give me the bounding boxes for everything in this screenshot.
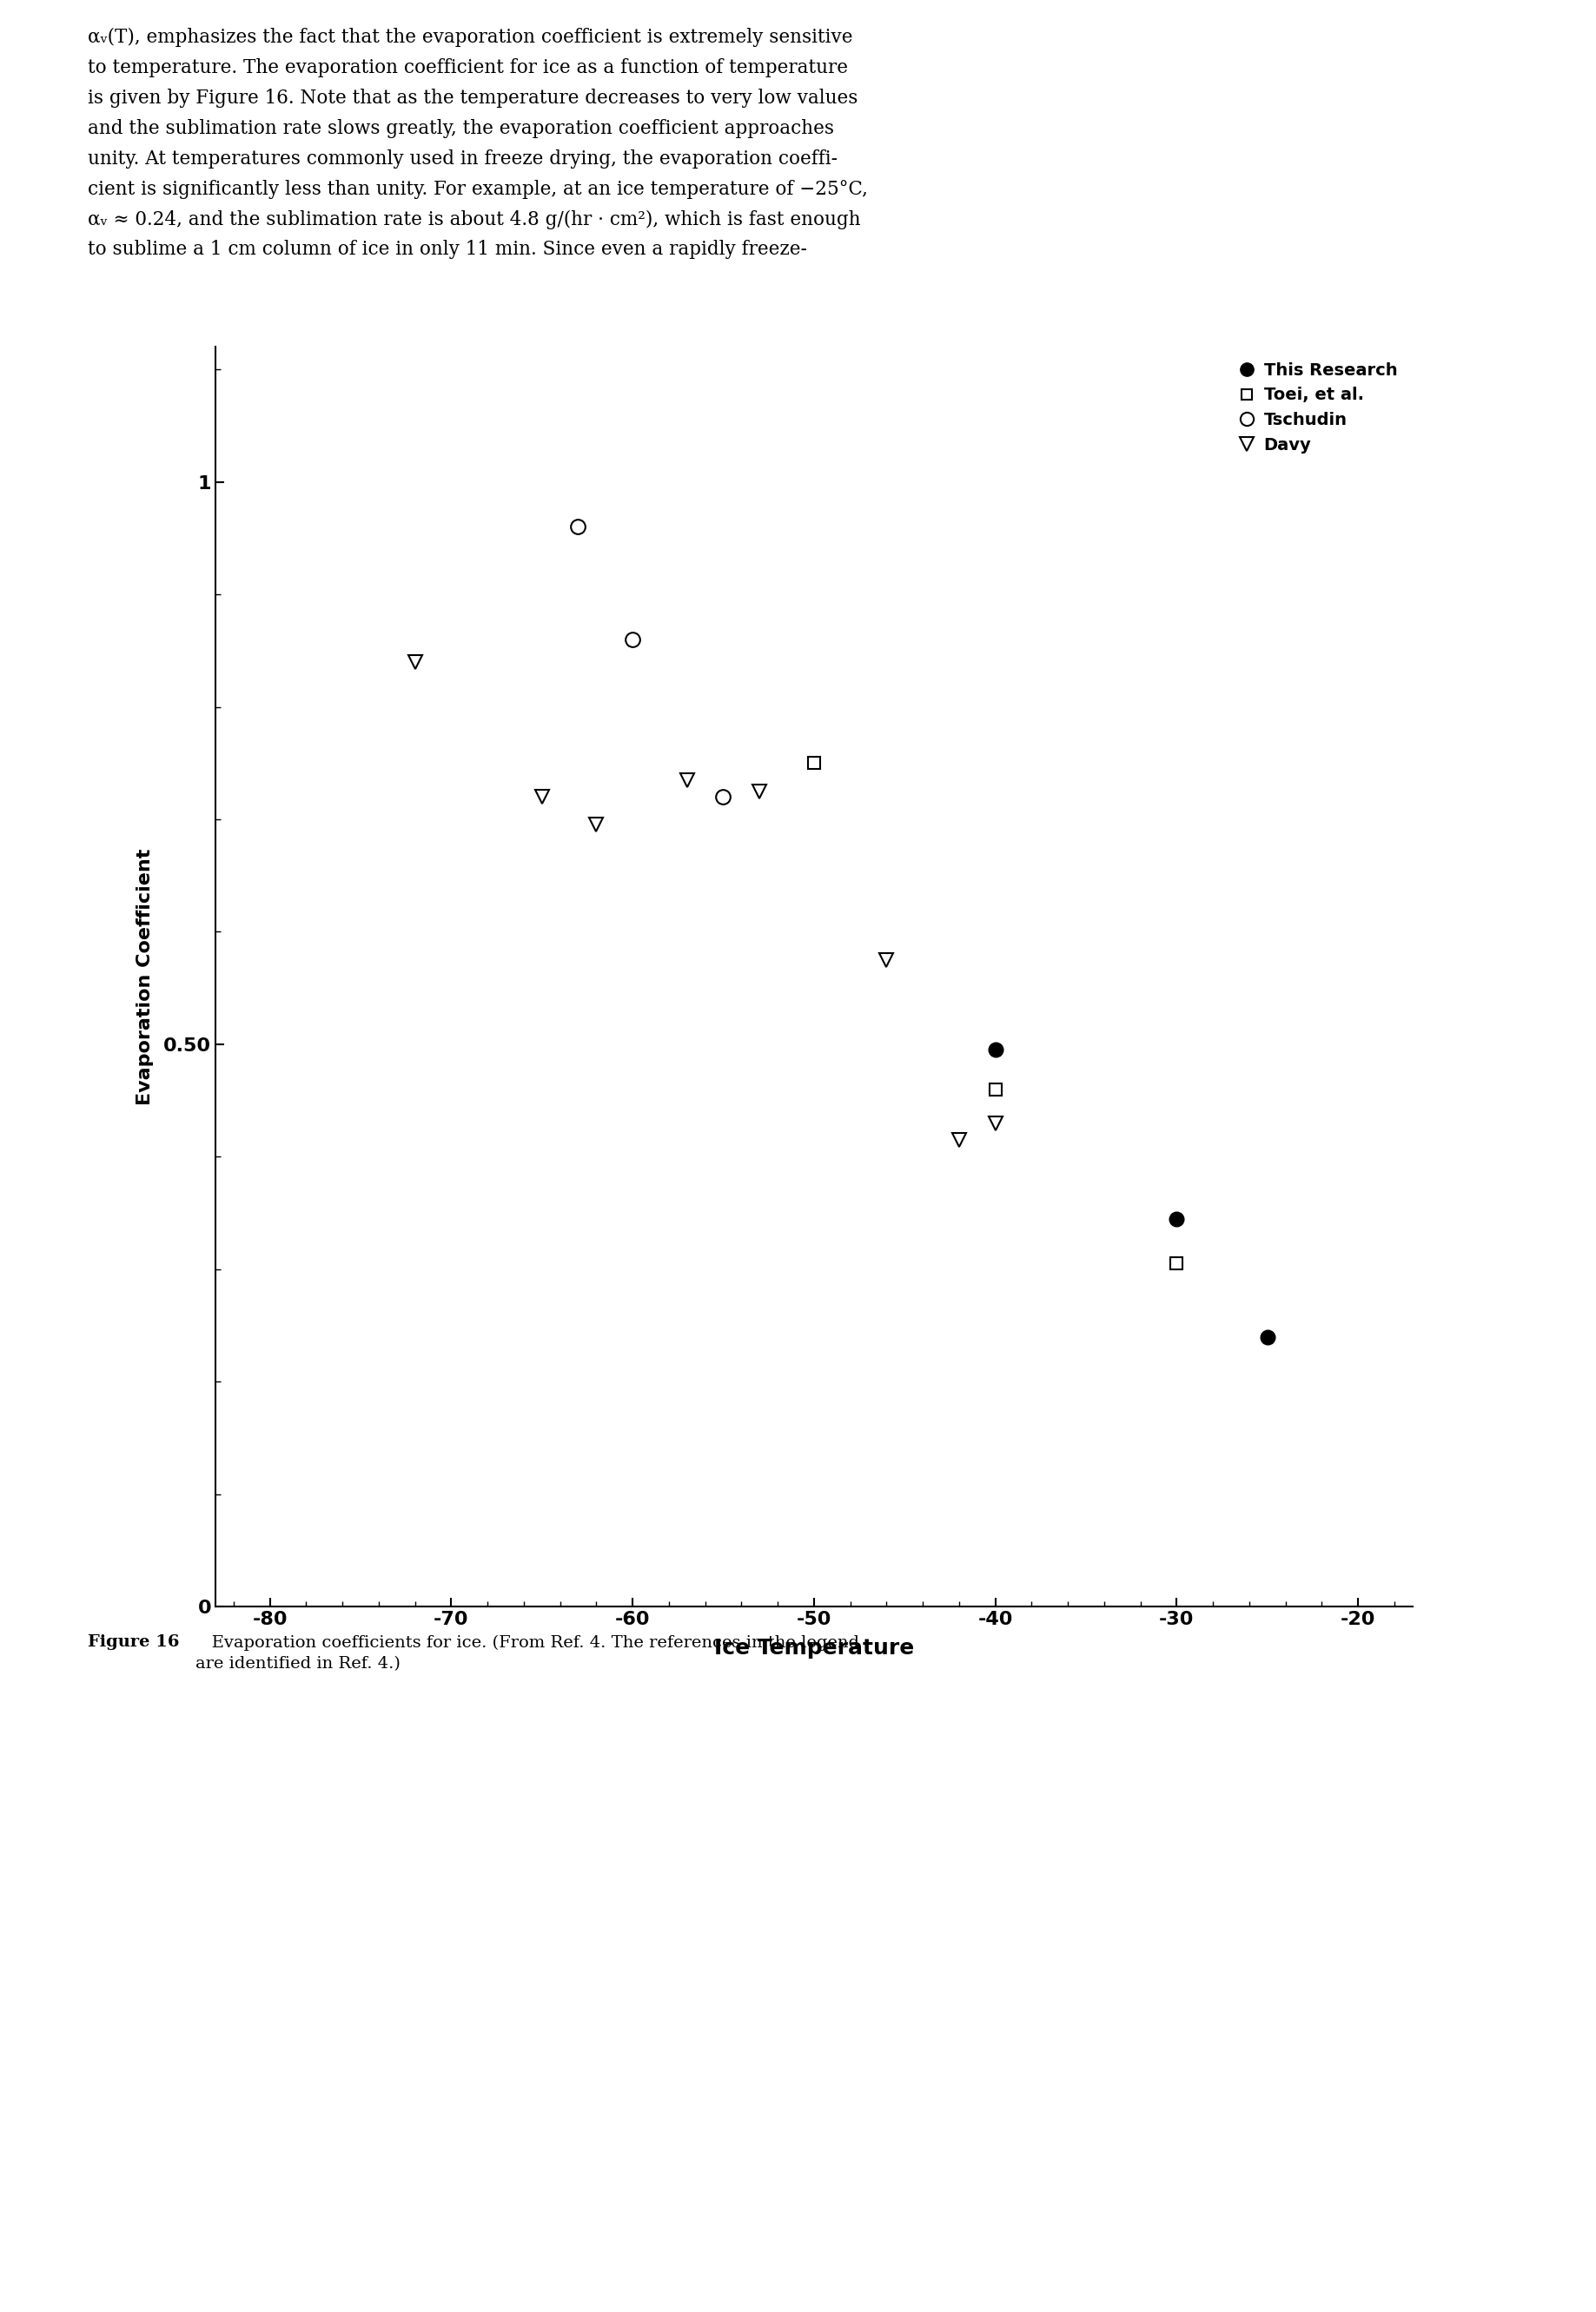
X-axis label: Ice Temperature: Ice Temperature (713, 1639, 915, 1660)
Legend: This Research, Toei, et al., Tschudin, Davy: This Research, Toei, et al., Tschudin, D… (1234, 356, 1404, 460)
Text: Figure 16: Figure 16 (88, 1635, 179, 1651)
Text: to temperature. The evaporation coefficient for ice as a function of temperature: to temperature. The evaporation coeffici… (88, 58, 847, 76)
Text: is given by Figure 16. Note that as the temperature decreases to very low values: is given by Figure 16. Note that as the … (88, 88, 859, 109)
Text: to sublime a 1 cm column of ice in only 11 min. Since even a rapidly freeze-: to sublime a 1 cm column of ice in only … (88, 240, 808, 259)
Text: Evaporation coefficients for ice. (From Ref. 4. The references in the legend
are: Evaporation coefficients for ice. (From … (195, 1635, 859, 1672)
Text: cient is significantly less than unity. For example, at an ice temperature of −2: cient is significantly less than unity. … (88, 180, 868, 199)
Text: and the sublimation rate slows greatly, the evaporation coefficient approaches: and the sublimation rate slows greatly, … (88, 118, 835, 139)
Y-axis label: Evaporation Coefficient: Evaporation Coefficient (136, 849, 153, 1105)
Text: αᵥ ≈ 0.24, and the sublimation rate is about 4.8 g/(hr · cm²), which is fast eno: αᵥ ≈ 0.24, and the sublimation rate is a… (88, 210, 860, 229)
Text: unity. At temperatures commonly used in freeze drying, the evaporation coeffi-: unity. At temperatures commonly used in … (88, 150, 838, 169)
Text: αᵥ(T), emphasizes the fact that the evaporation coefficient is extremely sensiti: αᵥ(T), emphasizes the fact that the evap… (88, 28, 852, 46)
